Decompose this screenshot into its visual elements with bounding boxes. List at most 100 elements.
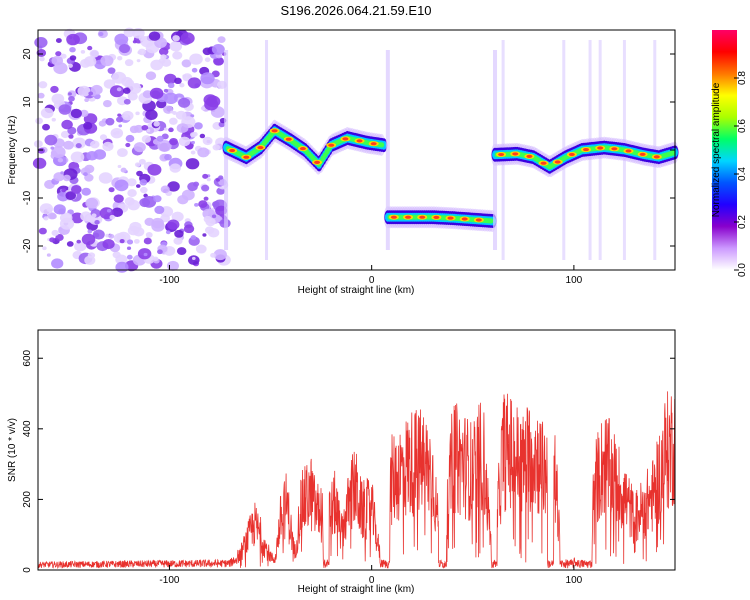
noise-blob [164,154,172,161]
noise-blob [171,211,184,222]
trace-hotspot-core [328,143,335,147]
noise-blob [87,45,93,51]
noise-blob [152,256,159,262]
noise-blob [109,85,125,98]
noise-blob [83,56,97,67]
noise-blob [108,187,115,193]
spectral-traces [222,50,679,250]
noise-blob [149,87,164,100]
colorbar-tick-label: 0.2 [737,215,748,229]
y-tick-label: 20 [22,48,33,60]
noise-blob [115,254,128,265]
noise-blob [35,117,43,125]
noise-blob [124,59,134,67]
noise-blob [83,113,98,125]
noise-blob [125,134,135,143]
noise-blob [202,136,213,146]
colorbar: 0.0 0.2 0.4 0.6 0.8 Normalized spectral ampl… [711,30,748,277]
noise-blob [168,127,174,133]
figure-title: S196.2026.064.21.59.E10 [280,3,431,18]
noise-blob [212,201,220,208]
trace-hotspot-core [639,152,646,156]
noise-blob [117,113,122,117]
noise-blob [167,181,180,192]
noise-blob [166,260,179,271]
trace-hotspot-core [243,155,250,159]
noise-blob [113,194,124,203]
noise-blob [190,235,197,240]
noise-blob [87,229,93,234]
trace-hotspot-core [257,146,264,150]
noise-blob [92,229,105,240]
noise-blob [169,163,181,173]
noise-blob [136,59,141,63]
noise-blob [80,50,86,54]
noise-blob [126,246,132,250]
noise-blob [50,150,57,156]
noise-blob [49,213,57,220]
noise-blob [50,85,59,93]
noise-blob [211,44,225,55]
noise-blob [77,85,91,97]
noise-blob [195,244,207,254]
noise-blob [203,196,209,201]
noise-blob [158,47,169,56]
trace-hotspot-core [405,215,412,219]
noise-blob [176,247,187,256]
noise-blob [176,123,189,133]
noise-blob [190,132,197,138]
noise-blob [69,55,77,61]
noise-blob [153,195,162,203]
noise-blob [145,232,153,238]
noise-blob [58,208,66,215]
noise-blob [151,217,164,229]
trace-hotspot-core [447,216,454,220]
noise-blob [178,136,191,147]
noise-blob [123,27,136,38]
noise-blob [117,164,122,169]
snr-y-label: SNR (10 * v/v) [7,418,18,482]
noise-blob [187,74,192,79]
trace-hotspot-core [526,154,533,158]
noise-blob [141,135,152,143]
noise-blob [120,167,127,173]
noise-blob [167,82,175,89]
noise-blob [157,139,172,152]
noise-blob [108,233,115,239]
noise-blob [62,174,71,182]
noise-blob [164,92,178,105]
noise-blob [198,200,208,208]
noise-blob [50,146,55,150]
noise-blob [200,72,215,85]
noise-blob [102,239,115,250]
noise-blob [70,108,82,119]
colorbar-tick-label: 0.8 [737,71,748,85]
noise-blob [32,157,47,169]
noise-blob [118,124,123,128]
trace-hotspot-core [625,149,632,153]
snr-plot-area [38,330,675,570]
noise-blob [37,92,45,99]
colorbar-tick-label: 0.0 [737,263,748,277]
noise-blob [60,53,67,59]
noise-blob [51,117,56,122]
noise-blob [83,172,88,177]
trace-hotspot-core [229,148,236,153]
noise-blob [194,122,203,130]
noise-blob [194,203,199,207]
noise-blob [181,59,192,68]
noise-blob [76,239,81,244]
noise-blob [70,184,82,194]
noise-blob [204,226,215,235]
noise-blob [136,184,141,188]
noise-blob [165,230,171,235]
noise-blob [190,114,195,118]
noise-blob [38,81,48,89]
noise-blob [148,31,161,41]
noise-blob [172,111,177,116]
noise-blob [89,49,100,58]
noise-blob [116,116,124,123]
noise-blob [107,67,116,74]
noise-blob [98,172,113,184]
